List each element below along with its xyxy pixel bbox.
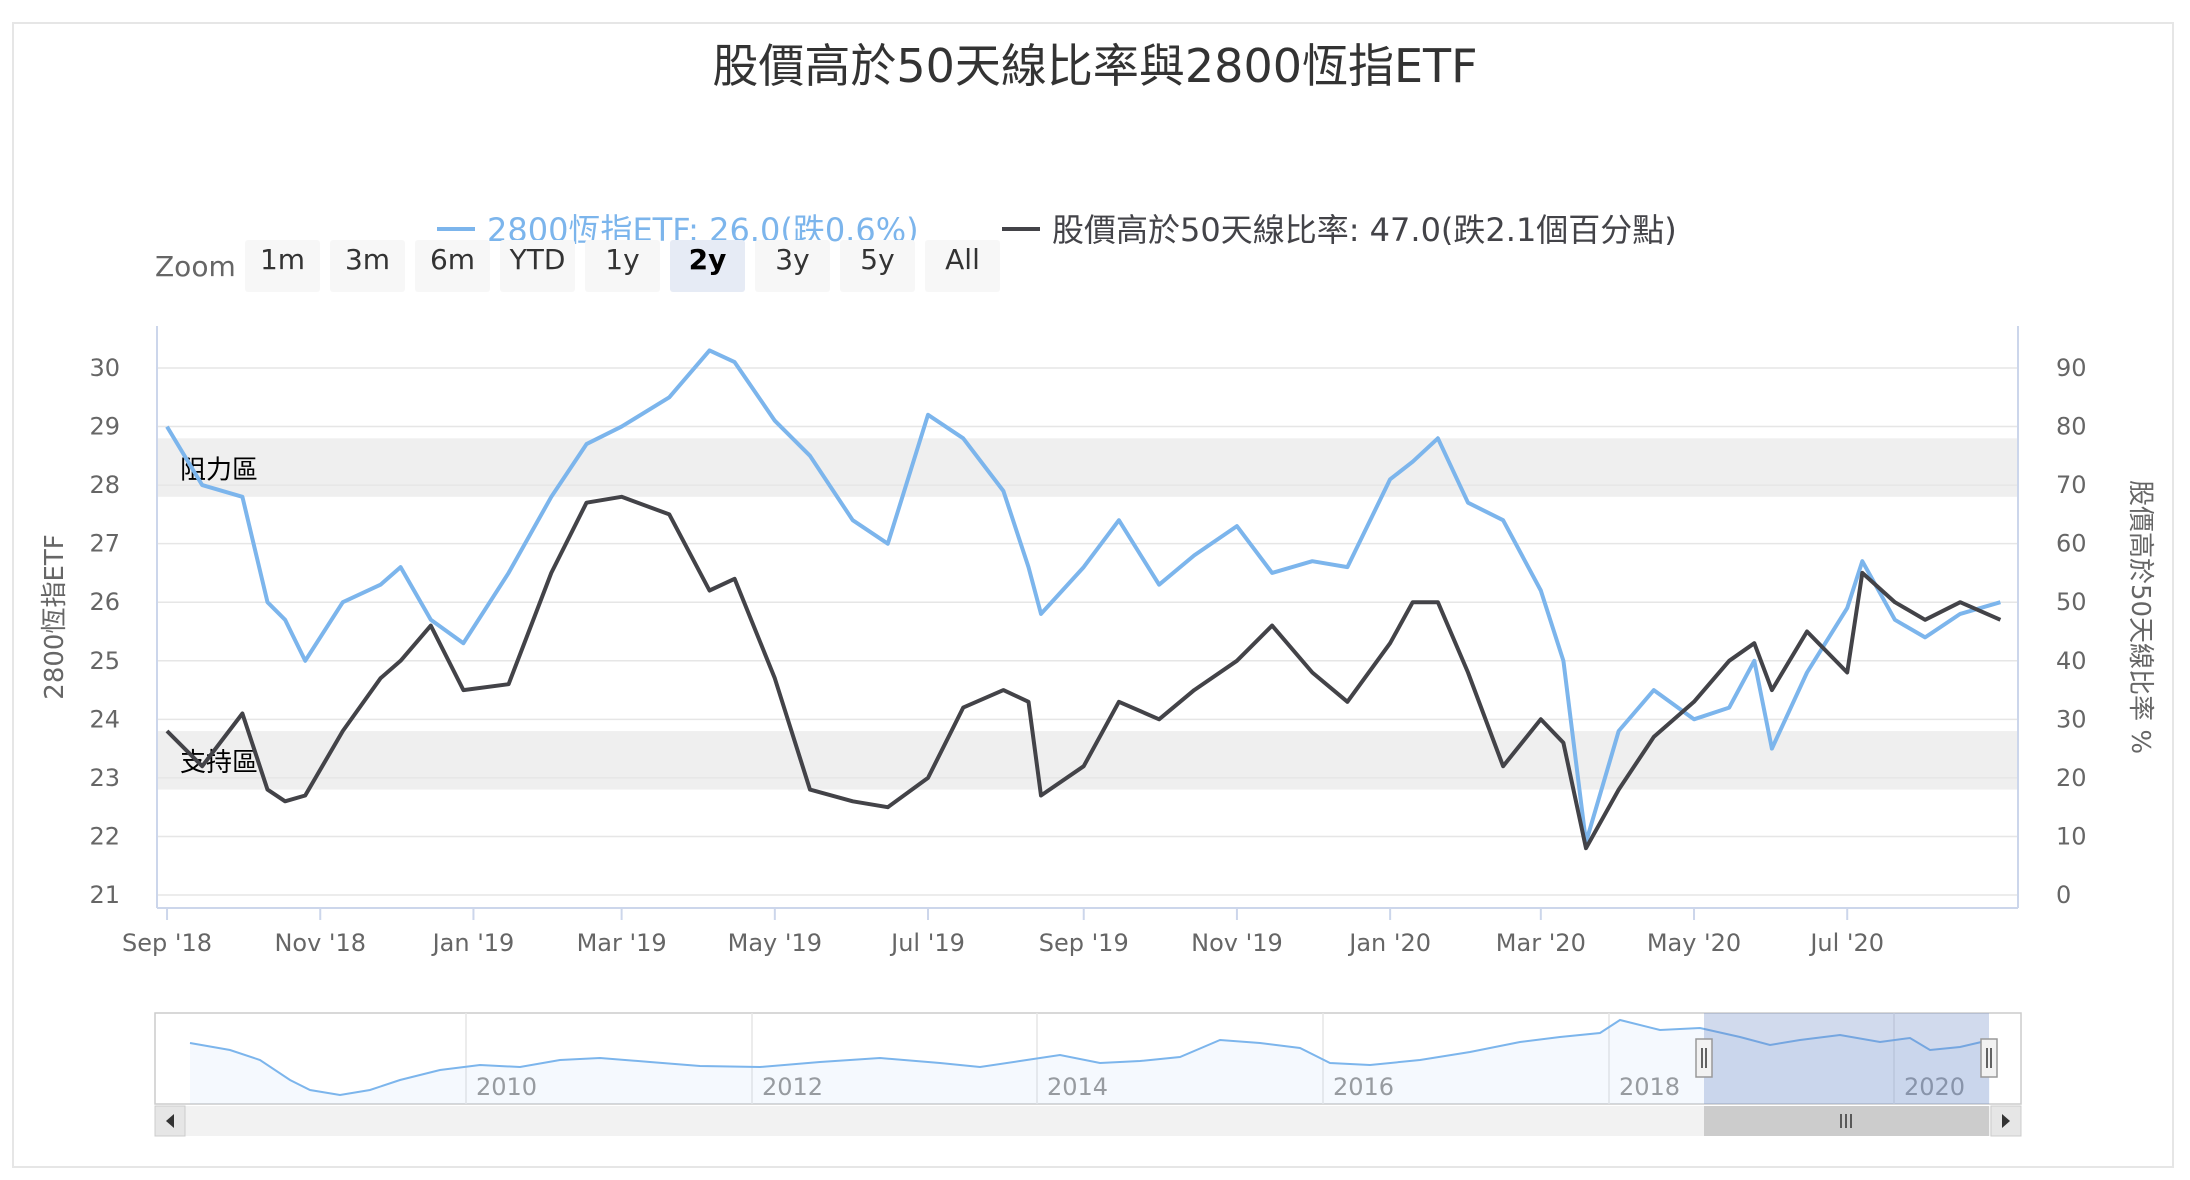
left-axis-title: 2800恆指ETF	[40, 534, 70, 699]
zoom-button-label: 3m	[345, 243, 390, 276]
series-group	[165, 348, 2002, 851]
grid-lines	[157, 367, 2018, 896]
zoom-button-label: YTD	[509, 243, 566, 276]
right-tick-label: 50	[2056, 588, 2087, 616]
zoom-button-all[interactable]: All	[925, 240, 1000, 292]
navigator-year-label: 2010	[476, 1073, 537, 1101]
scrollbar-left-arrow-button[interactable]	[154, 1105, 186, 1137]
zoom-button-1m[interactable]: 1m	[245, 240, 320, 292]
left-tick-label: 22	[89, 822, 120, 850]
x-tick-label: Sep '18	[122, 929, 212, 957]
x-tick-label: Jan '19	[431, 929, 515, 957]
x-tick-label: Jan '20	[1347, 929, 1431, 957]
left-tick-label: 28	[89, 471, 120, 499]
zoom-button-1y[interactable]: 1y	[585, 240, 660, 292]
navigator-year-label: 2018	[1619, 1073, 1680, 1101]
left-tick-label: 25	[89, 647, 120, 675]
x-tick-label: May '20	[1647, 929, 1741, 957]
navigator-left-handle[interactable]	[1695, 1038, 1713, 1078]
plot-band-label: 支持區	[180, 748, 258, 778]
zoom-button-label: 3y	[775, 243, 809, 276]
zoom-label: Zoom	[155, 250, 236, 283]
zoom-button-3y[interactable]: 3y	[755, 240, 830, 292]
left-tick-label: 30	[89, 354, 120, 382]
zoom-button-ytd[interactable]: YTD	[500, 240, 575, 292]
chart-container	[12, 22, 2174, 1168]
plot-band-0	[157, 438, 2018, 497]
series-line-etf	[165, 348, 2001, 845]
right-arrow-icon	[2002, 1114, 2010, 1128]
x-tick-label: Nov '18	[274, 929, 366, 957]
navigator-year-label: 2020	[1904, 1073, 1965, 1101]
legend-item-ratio[interactable]: 股價高於50天線比率: 47.0(跌2.1個百分點)	[1002, 211, 1677, 249]
zoom-button-5y[interactable]: 5y	[840, 240, 915, 292]
zoom-button-group: 1m 3m 6m YTD 1y 2y 3y 5y All	[245, 240, 1000, 292]
zoom-button-label: 5y	[860, 243, 894, 276]
left-tick-label: 27	[89, 530, 120, 558]
navigator-year-label: 2016	[1333, 1073, 1394, 1101]
x-tick-label: Mar '19	[577, 929, 667, 957]
left-axis-ticks: 21 22 23 24 25 26 27 28 29 30	[89, 354, 120, 909]
navigator-year-label: 2014	[1047, 1073, 1108, 1101]
right-tick-label: 40	[2056, 647, 2087, 675]
zoom-button-label: All	[945, 243, 980, 276]
zoom-button-6m[interactable]: 6m	[415, 240, 490, 292]
zoom-button-label: 1m	[260, 243, 305, 276]
zoom-button-label: 2y	[689, 243, 727, 276]
navigator-selected-range[interactable]	[1704, 1013, 1989, 1104]
right-tick-label: 80	[2056, 413, 2087, 441]
left-tick-label: 29	[89, 413, 120, 441]
zoom-button-2y[interactable]: 2y	[670, 240, 745, 292]
x-axis-ticks: Sep '18 Nov '18 Jan '19 Mar '19 May '19 Jul '…	[122, 908, 1884, 957]
zoom-button-label: 1y	[605, 243, 639, 276]
right-axis-title: 股價高於50天線比率 %	[2125, 480, 2155, 754]
right-tick-label: 10	[2056, 822, 2087, 850]
right-tick-label: 30	[2056, 705, 2087, 733]
left-arrow-icon	[166, 1114, 174, 1128]
axes	[156, 326, 2019, 909]
navigator-scrollbar[interactable]	[154, 1105, 2022, 1137]
zoom-button-3m[interactable]: 3m	[330, 240, 405, 292]
left-tick-label: 26	[89, 588, 120, 616]
left-tick-label: 21	[89, 881, 120, 909]
scrollbar-right-arrow-button[interactable]	[1990, 1105, 2022, 1137]
right-tick-label: 60	[2056, 530, 2087, 558]
navigator[interactable]: 2010 2012 2014 2016 2018 2020	[154, 1012, 2022, 1137]
chart-title: 股價高於50天線比率與2800恆指ETF	[712, 39, 1477, 93]
plot-bands	[157, 438, 2018, 790]
series-line-ratio	[165, 494, 2002, 851]
navigator-series	[189, 1018, 1991, 1097]
legend-ratio-label: 股價高於50天線比率: 47.0(跌2.1個百分點)	[1052, 211, 1677, 249]
x-tick-label: May '19	[728, 929, 822, 957]
navigator-right-handle[interactable]	[1980, 1038, 1998, 1078]
x-tick-label: Jul '19	[889, 929, 965, 957]
left-tick-label: 23	[89, 764, 120, 792]
right-tick-label: 20	[2056, 764, 2087, 792]
navigator-year-label: 2012	[762, 1073, 823, 1101]
right-axis-ticks: 0 10 20 30 40 50 60 70 80 90	[2056, 354, 2087, 909]
x-tick-label: Sep '19	[1039, 929, 1129, 957]
right-tick-label: 0	[2056, 881, 2071, 909]
x-tick-label: Nov '19	[1191, 929, 1283, 957]
right-tick-label: 70	[2056, 471, 2087, 499]
x-tick-label: Jul '20	[1808, 929, 1884, 957]
left-tick-label: 24	[89, 705, 120, 733]
x-tick-label: Mar '20	[1496, 929, 1586, 957]
right-tick-label: 90	[2056, 354, 2087, 382]
zoom-button-label: 6m	[430, 243, 475, 276]
